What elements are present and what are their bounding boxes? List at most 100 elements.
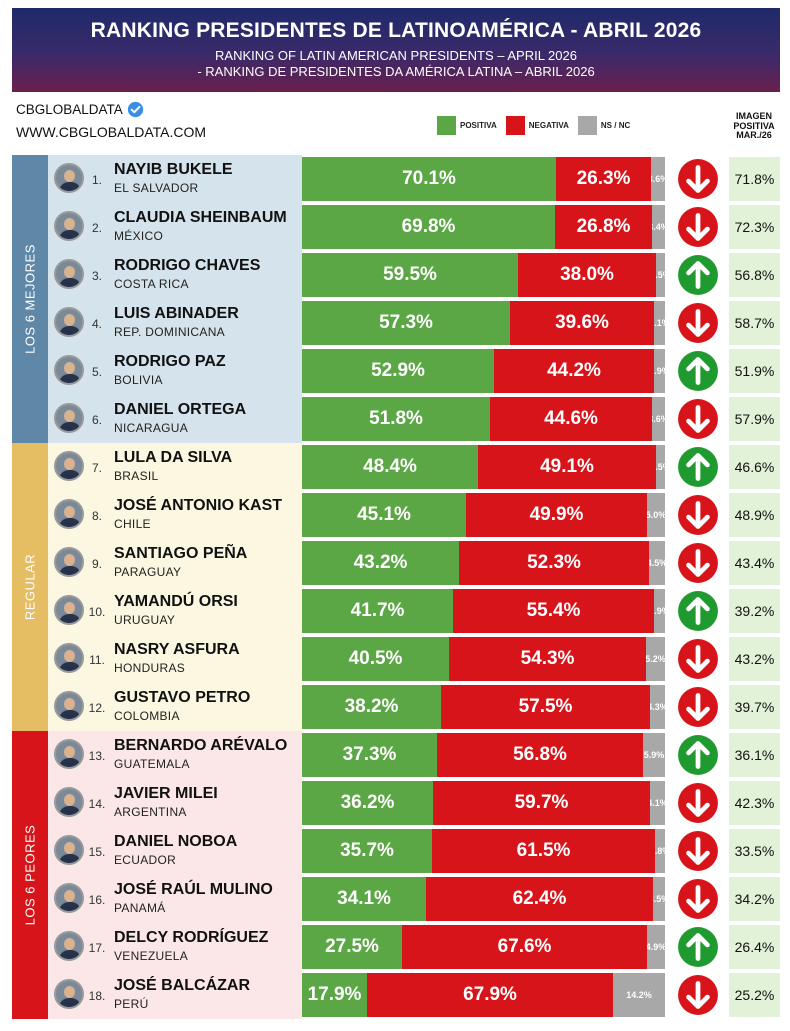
president-name: RODRIGO CHAVES	[114, 257, 261, 274]
previous-positive-image: 26.4%	[729, 925, 780, 969]
president-name: DANIEL NOBOA	[114, 833, 238, 850]
rank-number: 16.	[88, 893, 106, 907]
bar-negative: 52.3%	[459, 541, 649, 585]
bar-ns-nc: 3.5%	[653, 877, 665, 921]
country-name: MÉXICO	[114, 229, 164, 243]
president-photo	[54, 595, 84, 625]
bar-ns-nc: 14.2%	[613, 973, 665, 1017]
ranking-row: 3. RODRIGO CHAVES COSTA RICA 59.5%38.0%2.5%…	[0, 251, 790, 299]
country-name: COSTA RICA	[114, 277, 189, 291]
trend-down-arrow-icon	[670, 683, 725, 731]
group-background	[48, 731, 302, 1019]
ranking-row: 14. JAVIER MILEI ARGENTINA 36.2%59.7%4.1% 42…	[0, 779, 790, 827]
previous-positive-image: 36.1%	[729, 733, 780, 777]
country-name: REP. DOMINICANA	[114, 325, 225, 339]
stacked-bar: 41.7%55.4%2.9%	[302, 589, 665, 633]
previous-positive-image: 33.5%	[729, 829, 780, 873]
country-name: ECUADOR	[114, 853, 177, 867]
rank-number: 13.	[88, 749, 106, 763]
bar-positive: 43.2%	[302, 541, 459, 585]
trend-down-arrow-icon	[670, 539, 725, 587]
legend-negative-label: NEGATIVA	[528, 121, 569, 130]
trend-down-arrow-icon	[670, 395, 725, 443]
trend-down-arrow-icon	[670, 635, 725, 683]
rank-number: 15.	[88, 845, 106, 859]
bar-negative: 44.6%	[490, 397, 652, 441]
president-name: JOSÉ BALCÁZAR	[114, 977, 251, 994]
legend: POSITIVA NEGATIVA NS / NC	[437, 116, 639, 135]
row-divider	[302, 394, 780, 395]
ranking-row: 7. LULA DA SILVA BRASIL 48.4%49.1%2.5% 46.6%	[0, 443, 790, 491]
ranking-row: 13. BERNARDO ARÉVALO GUATEMALA 37.3% 56.8% 5.…	[0, 731, 790, 779]
bar-negative: 49.9%	[466, 493, 647, 537]
president-photo	[54, 883, 84, 913]
stacked-bar: 35.7%61.5%2.8%	[302, 829, 665, 873]
bar-negative: 57.5%	[441, 685, 650, 729]
row-divider	[302, 922, 780, 923]
president-name: CLAUDIA SHEINBAUM	[114, 209, 287, 226]
bar-positive: 36.2%	[302, 781, 433, 825]
president-name: YAMANDÚ ORSI	[114, 593, 238, 610]
president-name: RODRIGO PAZ	[114, 353, 226, 370]
row-divider	[302, 202, 780, 203]
trend-down-arrow-icon	[670, 827, 725, 875]
bar-positive: 27.5%	[302, 925, 402, 969]
bar-positive: 37.3%	[302, 733, 437, 777]
bar-positive: 70.1%	[302, 157, 556, 201]
trend-up-arrow-icon	[670, 587, 725, 635]
bar-ns-nc: 3.6%	[652, 397, 665, 441]
rank-number: 8.	[91, 509, 102, 523]
bar-positive: 41.7%	[302, 589, 453, 633]
brand-name: CBGLOBALDATA	[16, 102, 123, 117]
ranking-row: 18. JOSÉ BALCÁZAR PERÚ 17.9% 67.9% 14.2% 25.2%	[0, 971, 790, 1019]
header-banner: RANKING PRESIDENTES DE LATINOAMÉRICA - A…	[12, 8, 780, 92]
previous-image-header: IMAGEN POSITIVA MAR./26	[728, 111, 780, 141]
bar-ns-nc: 4.3%	[650, 685, 665, 729]
trend-down-arrow-icon	[670, 779, 725, 827]
row-divider	[302, 442, 780, 443]
stacked-bar: 45.1% 49.9% 5.0%	[302, 493, 665, 537]
rank-number: 3.	[91, 269, 102, 283]
previous-positive-image: 72.3%	[729, 205, 780, 249]
trend-down-arrow-icon	[670, 971, 725, 1019]
ranking-row: 16.JOSÉ RAÚL MULINOPANAMÁ34.1%62.4%3.5%3…	[0, 875, 790, 923]
ranking-row: 8. JOSÉ ANTONIO KAST CHILE 45.1% 49.9% 5.0% 48…	[0, 491, 790, 539]
row-divider	[302, 826, 780, 827]
bar-negative: 67.9%	[367, 973, 613, 1017]
country-name: COLOMBIA	[114, 709, 180, 723]
bar-negative: 54.3%	[449, 637, 646, 681]
bar-positive: 69.8%	[302, 205, 555, 249]
bar-positive: 35.7%	[302, 829, 432, 873]
previous-positive-image: 39.7%	[729, 685, 780, 729]
rank-number: 9.	[91, 557, 102, 571]
bar-positive: 48.4%	[302, 445, 478, 489]
bar-negative: 55.4%	[453, 589, 654, 633]
country-name: EL SALVADOR	[114, 181, 199, 195]
rank-number: 11.	[89, 653, 105, 667]
brand-block: CBGLOBALDATA WWW.CBGLOBALDATA.COM	[16, 101, 206, 140]
bar-ns-nc: 4.5%	[649, 541, 665, 585]
bar-negative: 38.0%	[518, 253, 656, 297]
subtitle-portuguese: - RANKING DE PRESIDENTES DA AMÉRICA LATI…	[197, 64, 595, 79]
trend-down-arrow-icon	[670, 299, 725, 347]
previous-positive-image: 48.9%	[729, 493, 780, 537]
previous-positive-image: 39.2%	[729, 589, 780, 633]
president-photo	[54, 547, 84, 577]
row-divider	[302, 298, 780, 299]
previous-header-line1: IMAGEN	[736, 111, 772, 121]
president-name: LULA DA SILVA	[114, 449, 233, 466]
president-name: NAYIB BUKELE	[114, 161, 233, 178]
stacked-bar: 52.9%44.2%2.9%	[302, 349, 665, 393]
ranking-row: 6. DANIEL ORTEGA NICARAGUA 51.8%44.6%3.6% 57…	[0, 395, 790, 443]
bar-ns-nc: 5.2%	[646, 637, 665, 681]
country-name: PARAGUAY	[114, 565, 182, 579]
ranking-row: 15. DANIEL NOBOA ECUADOR 35.7%61.5%2.8% 33.5…	[0, 827, 790, 875]
rank-number: 18.	[88, 989, 106, 1003]
ranking-row: 11. NASRY ASFURA HONDURAS 40.5% 54.3% 5.2% 43.…	[0, 635, 790, 683]
rank-number: 12.	[88, 701, 106, 715]
previous-positive-image: 34.2%	[729, 877, 780, 921]
group-background	[48, 443, 302, 731]
legend-negative: NEGATIVA	[505, 116, 569, 135]
president-name: SANTIAGO PEÑA	[114, 545, 248, 562]
country-name: CHILE	[114, 517, 151, 531]
